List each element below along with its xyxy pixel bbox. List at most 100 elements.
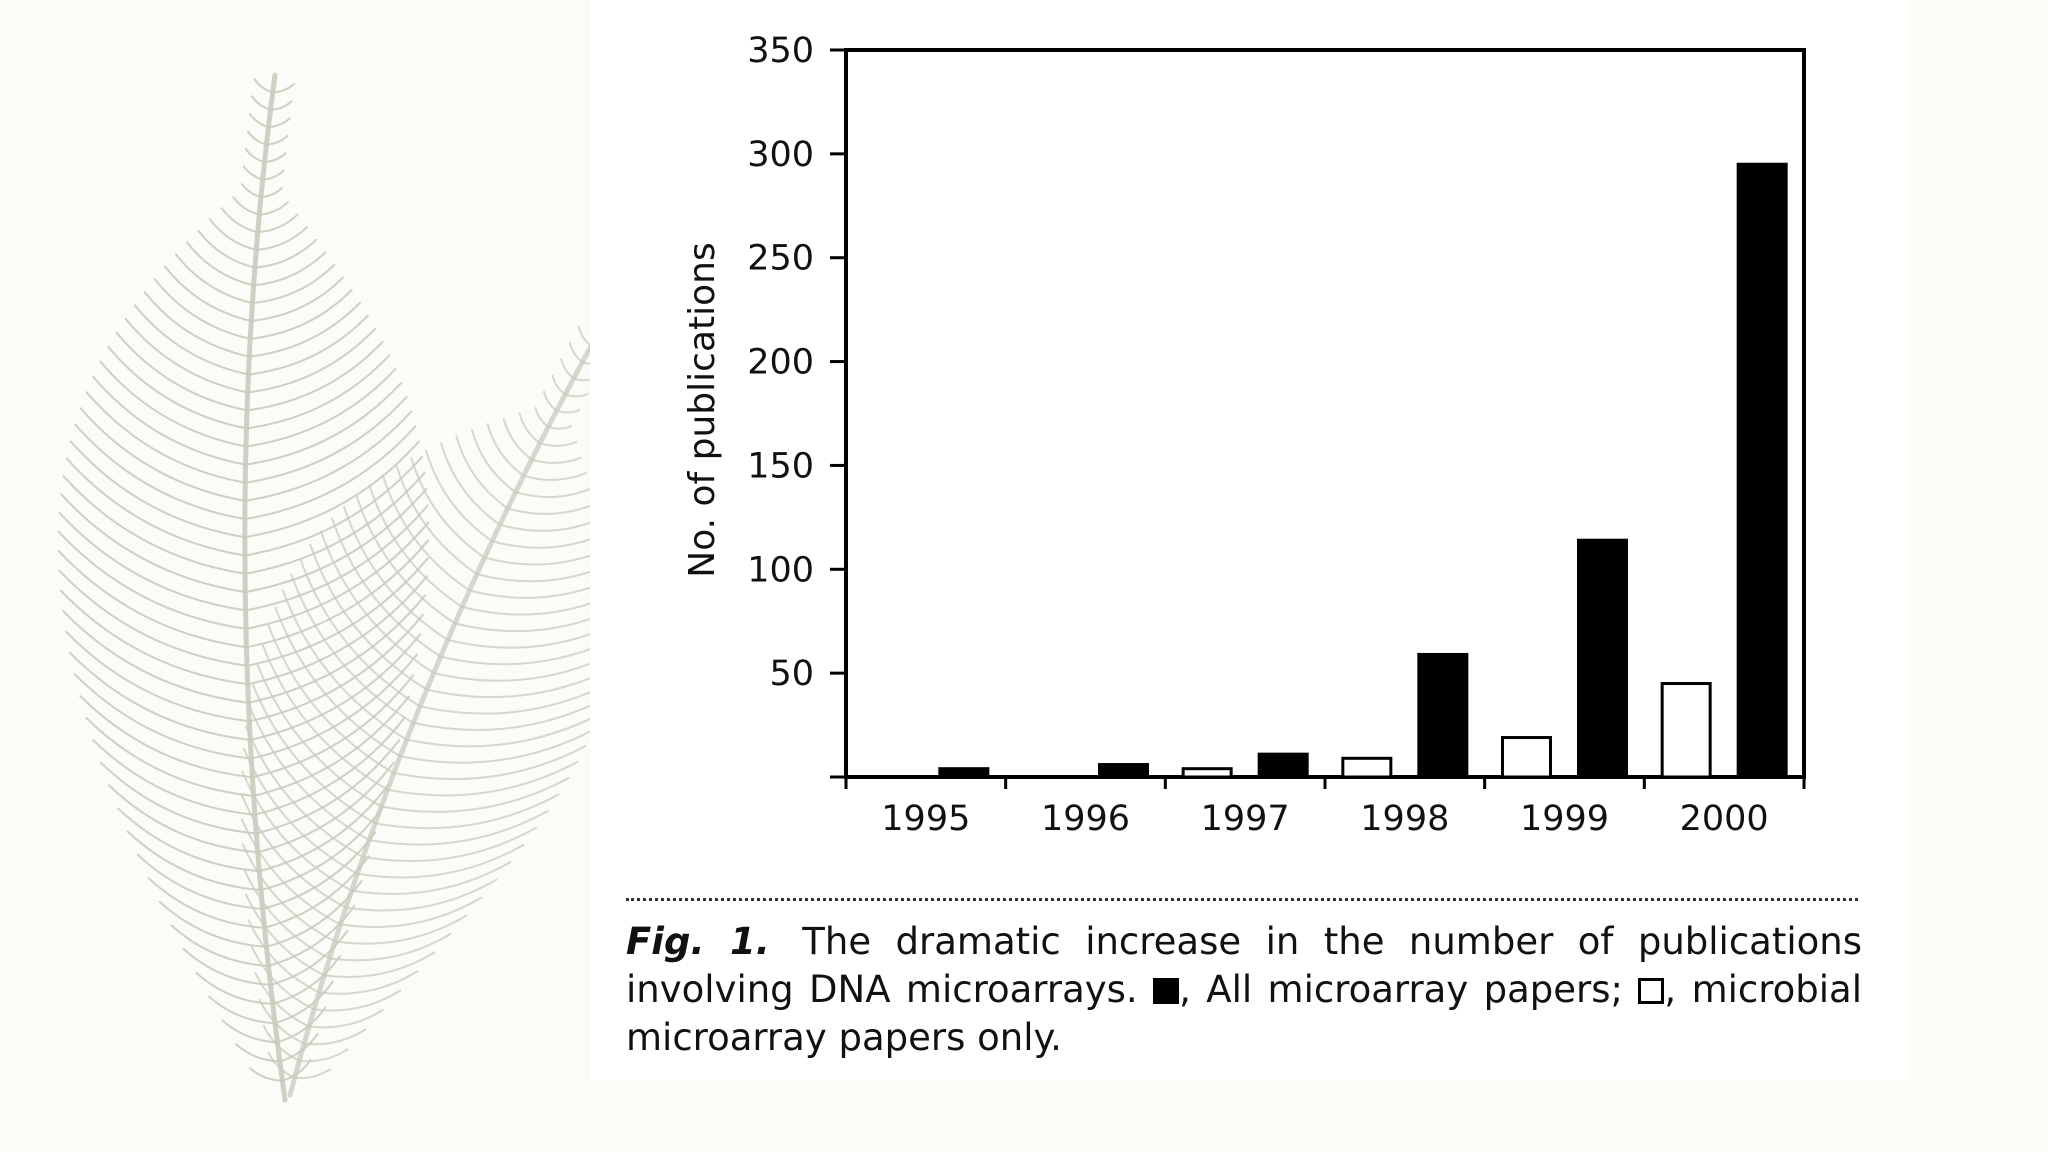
figure-label: Fig. 1. bbox=[626, 920, 770, 963]
feather-barb bbox=[380, 777, 570, 813]
feather-barb bbox=[569, 342, 584, 364]
feather-barb bbox=[412, 700, 600, 731]
feather-barb bbox=[244, 488, 428, 594]
feather-barb bbox=[158, 900, 268, 948]
feather-barb bbox=[244, 504, 429, 612]
bar-microbial-1999 bbox=[1501, 736, 1552, 779]
bar-chart: 50 100 150 200 250 300 350 1995 1996 1997 1998 1999… bbox=[682, 31, 1806, 839]
caption-legend-all: , All microarray papers; bbox=[1179, 968, 1624, 1011]
feather-barb bbox=[244, 368, 397, 448]
feather-barb bbox=[243, 425, 417, 520]
feather-barb bbox=[538, 441, 578, 447]
y-tick-label: 200 bbox=[747, 343, 814, 383]
feather-barb bbox=[248, 112, 270, 129]
open-square-legend-icon bbox=[1638, 978, 1665, 1004]
feather-barb bbox=[250, 653, 418, 760]
y-tick-label: 100 bbox=[747, 550, 814, 590]
feather-barb bbox=[164, 265, 253, 322]
feather-barb bbox=[240, 818, 342, 926]
feather-barb bbox=[248, 613, 424, 723]
feather-barb bbox=[320, 530, 435, 674]
feather-barb bbox=[195, 971, 274, 1005]
feather-barb bbox=[259, 807, 383, 891]
feather-barb bbox=[331, 517, 442, 658]
feather-barb bbox=[62, 475, 246, 575]
feather-barb bbox=[126, 830, 262, 891]
feather-barb bbox=[65, 630, 251, 723]
feather-barb bbox=[271, 83, 295, 94]
feather-barb bbox=[309, 544, 428, 691]
y-tick-label: 150 bbox=[747, 446, 814, 486]
feather-barb bbox=[278, 1032, 319, 1063]
feather-barb bbox=[235, 1043, 281, 1063]
feather-barb bbox=[246, 130, 268, 146]
feather-barb bbox=[263, 855, 370, 929]
feather-barb bbox=[560, 358, 575, 380]
feather-barb bbox=[220, 207, 259, 234]
feather-barb bbox=[250, 276, 345, 322]
bar-all-1995 bbox=[938, 767, 990, 779]
feather-barb bbox=[261, 169, 285, 181]
plot-frame bbox=[844, 48, 1806, 779]
feather-barb bbox=[256, 662, 383, 808]
feather-barb bbox=[368, 484, 464, 608]
feather-barb bbox=[209, 218, 258, 251]
feather-barb bbox=[410, 457, 486, 559]
feather-barb bbox=[246, 575, 428, 686]
feather-barb bbox=[69, 651, 252, 741]
feather-barb bbox=[518, 412, 541, 445]
feather-barb bbox=[303, 1028, 367, 1046]
feather-barb bbox=[333, 914, 468, 945]
x-tick-label: 1998 bbox=[1360, 799, 1449, 839]
feather-barb bbox=[143, 291, 251, 358]
feather-barb bbox=[267, 624, 395, 774]
x-tick-label: 1999 bbox=[1520, 799, 1609, 839]
feather-barb bbox=[343, 505, 449, 641]
feather-barb bbox=[258, 998, 306, 1045]
bar-all-1997 bbox=[1257, 752, 1309, 779]
feather-barb bbox=[245, 354, 391, 430]
caption-divider bbox=[626, 898, 1858, 901]
feather-barb bbox=[259, 187, 283, 199]
feather-barb bbox=[182, 948, 272, 986]
feather-barb bbox=[244, 148, 266, 163]
feather-barb bbox=[251, 95, 272, 111]
feather-barb bbox=[57, 549, 248, 649]
x-tick-label: 1996 bbox=[1041, 799, 1130, 839]
feather-barb bbox=[253, 717, 406, 816]
feather-barb bbox=[395, 465, 478, 575]
feather-barb bbox=[308, 1008, 384, 1029]
feather-barb bbox=[355, 494, 456, 625]
feather-barb bbox=[344, 878, 498, 912]
feather-barb bbox=[547, 425, 572, 430]
figure-caption: Fig. 1. The dramatic increase in the num… bbox=[626, 918, 1862, 1062]
y-tick-label: 350 bbox=[747, 31, 814, 71]
feather-barb bbox=[124, 317, 249, 394]
feather-barb bbox=[399, 729, 594, 764]
feather-barb bbox=[108, 784, 259, 854]
feather-barb bbox=[133, 304, 250, 376]
feather-barb bbox=[248, 301, 361, 358]
feather-barb bbox=[267, 117, 291, 129]
feather-barb bbox=[471, 429, 517, 494]
feather-barb bbox=[147, 877, 266, 929]
feather-barb bbox=[85, 717, 255, 797]
feather-barb bbox=[136, 853, 264, 910]
feather-barb bbox=[530, 456, 583, 464]
feather-barb bbox=[232, 196, 261, 216]
feather-barb bbox=[261, 831, 377, 910]
feather-barb bbox=[486, 423, 525, 477]
feather-barb bbox=[58, 569, 248, 667]
feather-barb bbox=[269, 100, 293, 111]
feather-barb bbox=[498, 517, 600, 532]
y-tick-label: 250 bbox=[747, 239, 814, 279]
feather-barb bbox=[356, 843, 525, 879]
feather-barb bbox=[65, 457, 246, 557]
feather-barb bbox=[405, 713, 600, 748]
feather-barb bbox=[251, 263, 336, 305]
feather-barb bbox=[246, 327, 377, 394]
feather-barb bbox=[241, 843, 336, 943]
bar-all-1996 bbox=[1098, 763, 1149, 779]
feather-barb bbox=[74, 423, 246, 520]
feather-barb bbox=[244, 381, 403, 466]
